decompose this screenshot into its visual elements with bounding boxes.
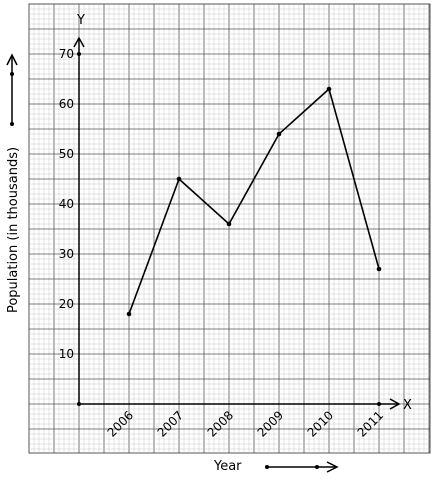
y-tick-label: 20 — [59, 297, 74, 311]
y-axis-end-point — [77, 52, 81, 56]
y-tick-label: 50 — [59, 147, 74, 161]
x-axis-letter: X — [403, 398, 412, 413]
x-axis-arrowhead — [389, 398, 401, 410]
grid — [28, 3, 431, 454]
x-direction-arrow-dot — [315, 465, 319, 469]
x-axis-end-point — [377, 402, 381, 406]
series-line — [128, 87, 380, 315]
data-series — [126, 86, 382, 317]
y-tick-label: 60 — [59, 97, 74, 111]
y-axis-letter: Y — [76, 13, 85, 28]
y-tick-label: 40 — [59, 197, 74, 211]
data-point — [326, 86, 332, 92]
x-direction-arrow-head — [326, 461, 339, 473]
y-axis-arrowhead — [73, 36, 85, 48]
y-direction-arrow-head — [6, 53, 18, 66]
y-tick-label: 30 — [59, 247, 74, 261]
y-tick-label: 70 — [59, 47, 74, 61]
y-direction-arrow-dot — [10, 122, 14, 126]
data-point — [276, 131, 282, 137]
x-direction-arrow — [265, 461, 339, 473]
data-point — [376, 266, 382, 272]
x-direction-arrow-dot — [265, 465, 269, 469]
data-point — [126, 311, 132, 317]
y-direction-arrow — [6, 53, 18, 126]
y-tick-label: 10 — [59, 347, 74, 361]
data-point — [226, 221, 232, 227]
origin-point — [77, 402, 81, 406]
x-axis-title: Year — [213, 459, 242, 474]
data-point — [176, 176, 182, 182]
y-direction-arrow-dot — [10, 72, 14, 76]
axes — [73, 36, 401, 410]
y-axis-title: Population (in thousands) — [6, 147, 21, 313]
